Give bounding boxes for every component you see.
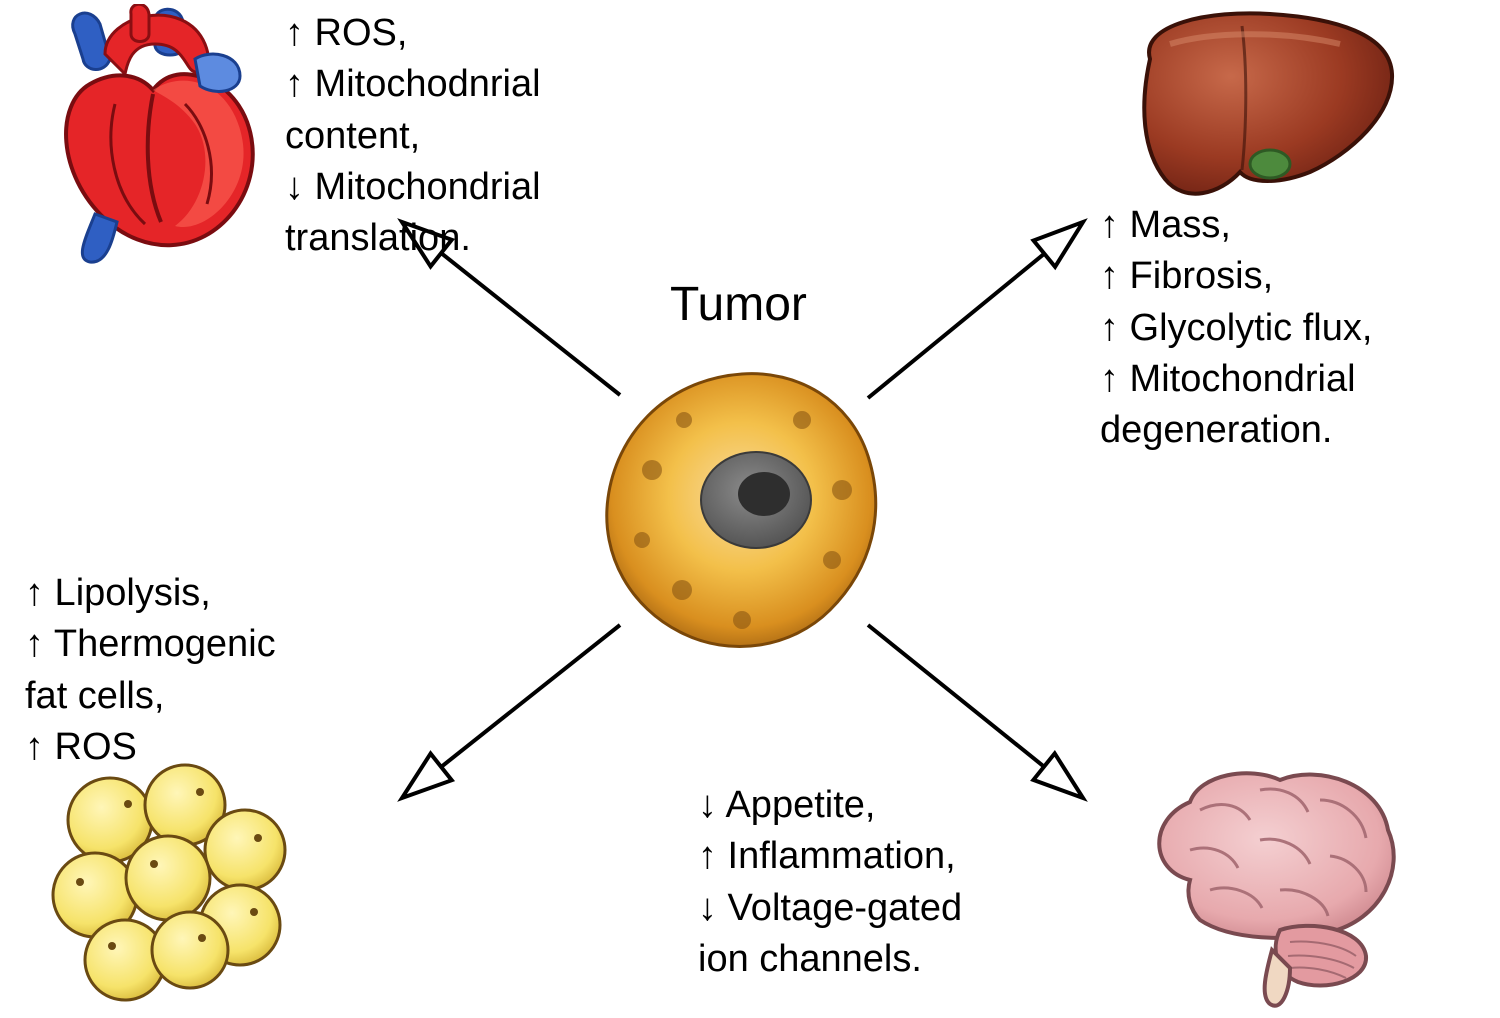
liver-effects-text: ↑ Mass, ↑ Fibrosis, ↑ Glycolytic flux, ↑… bbox=[1100, 200, 1372, 456]
brain-effects-text: ↓ Appetite, ↑ Inflammation, ↓ Voltage-ga… bbox=[698, 780, 962, 985]
brain-icon bbox=[1130, 760, 1410, 1015]
adipose-tissue-icon bbox=[40, 760, 300, 1015]
heart-effects-text: ↑ ROS, ↑ Mitochodnrial content, ↓ Mitoch… bbox=[285, 8, 541, 264]
diagram-canvas: Tumor bbox=[0, 0, 1500, 1018]
heart-icon bbox=[35, 4, 275, 269]
adipose-effects-text: ↑ Lipolysis, ↑ Thermogenic fat cells, ↑ … bbox=[25, 568, 276, 773]
liver-icon bbox=[1130, 4, 1400, 219]
